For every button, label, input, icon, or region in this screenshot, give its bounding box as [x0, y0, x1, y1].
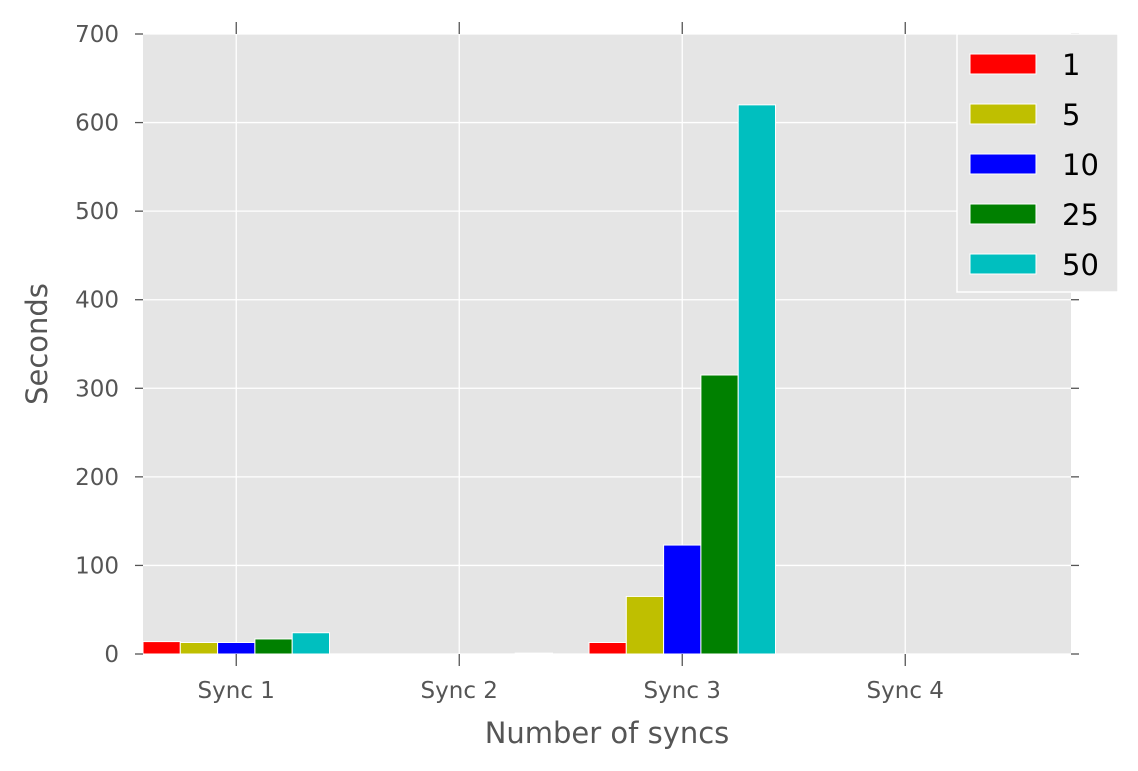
legend-label-1: 1 [1062, 48, 1080, 82]
y-tick-label: 0 [104, 642, 119, 668]
plot-background [143, 34, 1071, 654]
bar-1-sync-3 [588, 641, 627, 655]
y-tick-label: 600 [75, 111, 119, 137]
gridlines [143, 33, 1071, 655]
bar-25-sync-3 [700, 374, 739, 655]
y-axis-label: Seconds [20, 283, 54, 405]
legend-swatch-10 [969, 153, 1037, 175]
legend-swatch-50 [969, 253, 1037, 275]
y-tick-label: 100 [75, 553, 119, 579]
bar-50-sync-1 [291, 632, 331, 655]
legend-label-10: 10 [1062, 148, 1099, 182]
legend-swatch-1 [969, 53, 1037, 75]
legend-swatch-5 [969, 103, 1037, 125]
legend-label-25: 25 [1062, 198, 1099, 232]
bar-5-sync-1 [179, 641, 219, 655]
legend: 1 5 10 25 50 [956, 33, 1119, 293]
legend-swatch-25 [969, 203, 1037, 225]
x-tick-label: Sync 1 [198, 678, 275, 704]
x-axis-label: Number of syncs [485, 716, 730, 750]
legend-label-5: 5 [1062, 98, 1080, 132]
y-tick-label: 500 [75, 199, 119, 225]
bar-10-sync-3 [663, 544, 702, 655]
bar-5-sync-3 [625, 595, 665, 655]
bar-50-sync-3 [737, 104, 777, 655]
y-tick-labels: 0 100 200 300 400 500 600 700 [75, 22, 119, 668]
x-tick-label: Sync 3 [644, 678, 721, 704]
y-tick-label: 400 [75, 288, 119, 314]
x-tick-labels: Sync 1 Sync 2 Sync 3 Sync 4 [198, 678, 944, 704]
x-tick-label: Sync 2 [421, 678, 498, 704]
x-tick-label: Sync 4 [867, 678, 944, 704]
bar-1-sync-1 [142, 641, 181, 655]
legend-label-50: 50 [1062, 248, 1099, 282]
y-tick-label: 700 [75, 22, 119, 48]
y-tick-label: 200 [75, 465, 119, 491]
y-tick-label: 300 [75, 376, 119, 402]
bar-10-sync-1 [217, 641, 256, 655]
bars [142, 104, 777, 655]
bar-25-sync-1 [254, 638, 293, 655]
bar-50-sync-2 [514, 652, 554, 655]
